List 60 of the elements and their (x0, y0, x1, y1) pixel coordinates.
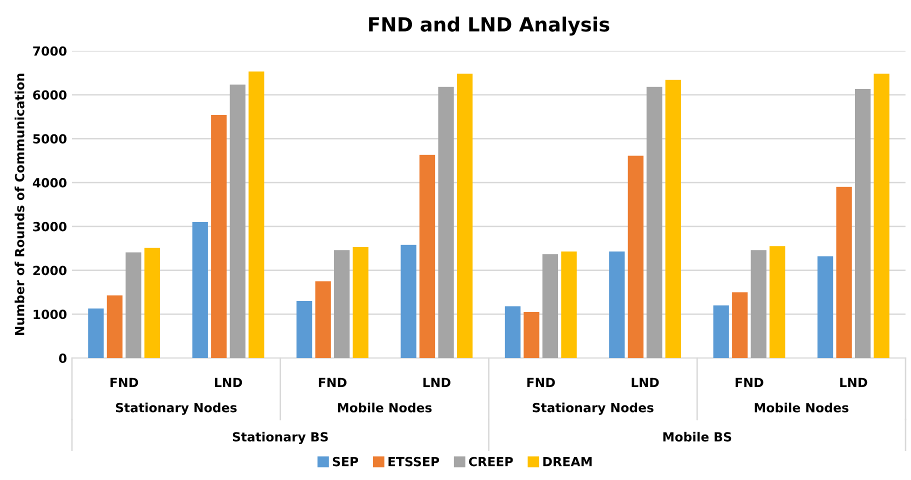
chart-title: FND and LND Analysis (369, 16, 610, 36)
bar (855, 89, 871, 358)
legend-label: ETSSEP (388, 456, 440, 466)
y-tick-label: 4000 (32, 178, 67, 188)
x-tick-label: FND (110, 378, 138, 388)
bar (456, 74, 473, 358)
x-tick-label: FND (527, 378, 555, 388)
bar (817, 256, 834, 358)
bar (561, 251, 577, 358)
legend-label: SEP (332, 456, 358, 466)
bar (296, 301, 312, 358)
bar (315, 281, 331, 358)
bar (646, 86, 662, 358)
bar (352, 247, 368, 358)
bar (524, 312, 540, 358)
bar (874, 74, 890, 358)
bar (770, 246, 786, 358)
bar (504, 306, 521, 358)
bar (628, 156, 644, 358)
text: Stationary BS (232, 432, 328, 444)
bar (211, 114, 227, 358)
text: Mobile BS (663, 432, 732, 442)
bar (144, 248, 160, 358)
bar (750, 250, 766, 358)
legend-label: DREAM (543, 457, 592, 466)
y-axis-title: Number of Rounds of Communication (14, 74, 24, 335)
y-tick-label: 3000 (33, 222, 67, 232)
bar (542, 254, 558, 358)
x-tick-label: FND (736, 378, 764, 388)
y-tick-label: 1000 (34, 310, 67, 320)
bar (609, 251, 625, 358)
x-tick-label: FND (318, 378, 346, 388)
bar (438, 86, 454, 358)
bar (126, 252, 142, 358)
y-tick-label: 7000 (33, 46, 67, 56)
y-tick-label: 0 (59, 354, 67, 364)
bar (106, 295, 123, 358)
x-tick-label: LND (840, 378, 868, 388)
bar (192, 222, 208, 358)
y-tick-label: 2000 (33, 266, 67, 276)
bar (665, 80, 681, 358)
text: Stationary Nodes (532, 402, 654, 415)
bar (836, 186, 852, 358)
x-tick-label: LND (632, 378, 659, 388)
y-tick-label: 5000 (33, 134, 67, 144)
bar (713, 305, 729, 358)
bar (732, 292, 748, 358)
text: Mobile Nodes (338, 402, 432, 412)
bar (248, 72, 264, 358)
bar (334, 250, 350, 358)
x-tick-label: LND (423, 378, 450, 388)
bar (88, 308, 104, 358)
x-tick-label: LND (215, 378, 242, 388)
text: Stationary Nodes (116, 402, 237, 415)
text: Mobile Nodes (754, 402, 848, 412)
bar (230, 84, 246, 358)
bar (419, 154, 436, 358)
bar (400, 244, 416, 358)
y-tick-label: 6000 (33, 90, 67, 100)
legend-label: CREEP (468, 456, 513, 466)
